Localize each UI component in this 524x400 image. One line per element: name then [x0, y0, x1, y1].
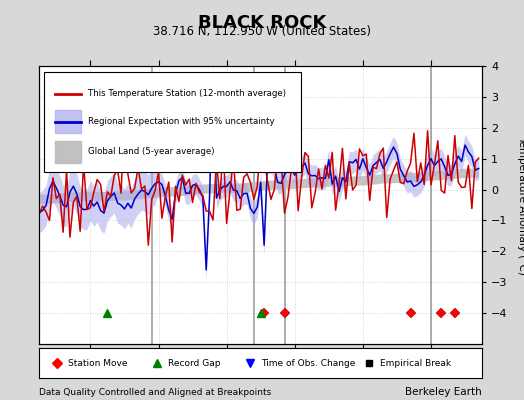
Text: Record Gap: Record Gap: [168, 358, 220, 368]
FancyBboxPatch shape: [43, 72, 301, 172]
Text: This Temperature Station (12-month average): This Temperature Station (12-month avera…: [88, 89, 286, 98]
Text: Station Move: Station Move: [68, 358, 127, 368]
Text: Regional Expectation with 95% uncertainty: Regional Expectation with 95% uncertaint…: [88, 117, 275, 126]
Text: Global Land (5-year average): Global Land (5-year average): [88, 147, 214, 156]
Y-axis label: Temperature Anomaly (°C): Temperature Anomaly (°C): [517, 136, 524, 274]
Text: Empirical Break: Empirical Break: [380, 358, 451, 368]
Text: Berkeley Earth: Berkeley Earth: [406, 387, 482, 397]
Text: Data Quality Controlled and Aligned at Breakpoints: Data Quality Controlled and Aligned at B…: [39, 388, 271, 397]
Text: Time of Obs. Change: Time of Obs. Change: [261, 358, 355, 368]
Text: BLACK ROCK: BLACK ROCK: [198, 14, 326, 32]
Text: 38.716 N, 112.950 W (United States): 38.716 N, 112.950 W (United States): [153, 25, 371, 38]
